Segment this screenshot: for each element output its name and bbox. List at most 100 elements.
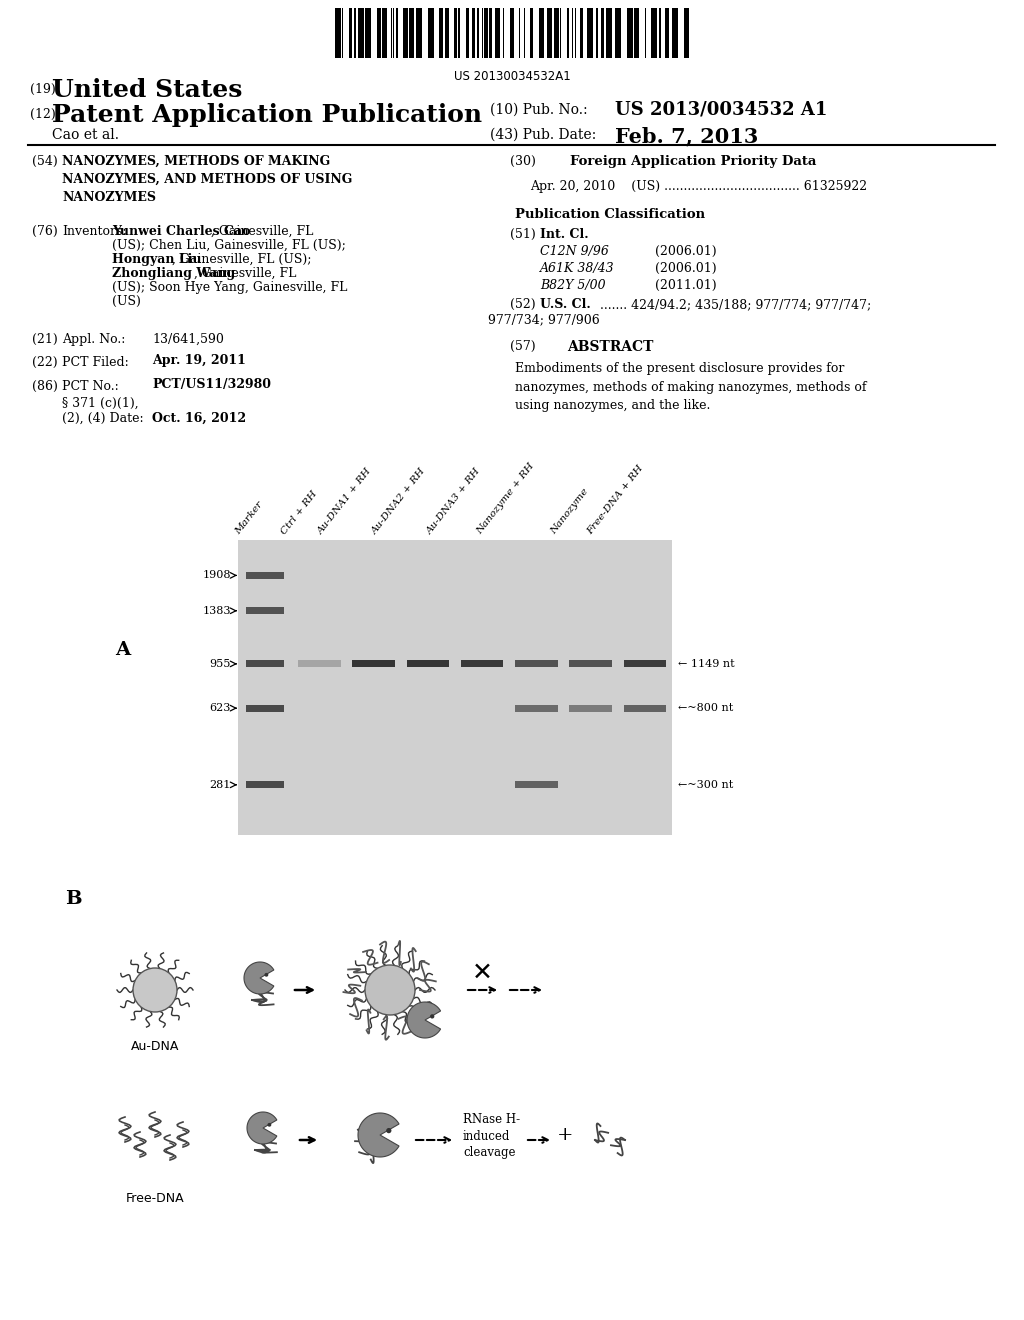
Bar: [439, 8, 442, 58]
Text: Au-DNA1 + RH: Au-DNA1 + RH: [316, 466, 374, 536]
Bar: [466, 8, 469, 58]
Bar: [634, 8, 639, 58]
Text: (22): (22): [32, 356, 57, 370]
Bar: [569, 660, 611, 668]
Text: 623: 623: [210, 704, 231, 713]
Bar: [428, 8, 434, 58]
Circle shape: [267, 1123, 271, 1127]
Polygon shape: [244, 962, 273, 994]
Circle shape: [365, 965, 415, 1015]
Bar: [581, 8, 584, 58]
Text: 281: 281: [210, 780, 231, 789]
Text: (US); Chen Liu, Gainesville, FL (US);: (US); Chen Liu, Gainesville, FL (US);: [112, 239, 346, 252]
Text: Patent Application Publication: Patent Application Publication: [52, 103, 482, 127]
Text: Au-DNA2 + RH: Au-DNA2 + RH: [371, 466, 428, 536]
Bar: [407, 660, 450, 668]
Bar: [298, 660, 341, 668]
Text: Au-DNA: Au-DNA: [131, 1040, 179, 1053]
Text: (2006.01): (2006.01): [655, 261, 717, 275]
Bar: [587, 8, 593, 58]
Bar: [410, 8, 414, 58]
Text: Apr. 20, 2010    (US) ................................... 61325922: Apr. 20, 2010 (US) .....................…: [530, 180, 867, 193]
Text: 13/641,590: 13/641,590: [152, 333, 224, 346]
Bar: [238, 540, 672, 836]
Text: B82Y 5/00: B82Y 5/00: [540, 279, 605, 292]
Bar: [246, 705, 285, 711]
Circle shape: [133, 968, 177, 1012]
Text: Marker: Marker: [233, 500, 265, 536]
Text: Oct. 16, 2012: Oct. 16, 2012: [152, 412, 246, 425]
Text: (51): (51): [510, 228, 536, 242]
Text: Yunwei Charles Cao: Yunwei Charles Cao: [112, 224, 251, 238]
Text: (43) Pub. Date:: (43) Pub. Date:: [490, 128, 596, 143]
Text: (2), (4) Date:: (2), (4) Date:: [62, 412, 143, 425]
Bar: [515, 660, 557, 668]
Text: Embodiments of the present disclosure provides for
nanozymes, methods of making : Embodiments of the present disclosure pr…: [515, 362, 866, 412]
Text: , Gainesville, FL: , Gainesville, FL: [195, 267, 297, 280]
Text: (57): (57): [510, 341, 536, 352]
Text: (12): (12): [30, 108, 55, 121]
Bar: [624, 705, 666, 711]
Text: PCT Filed:: PCT Filed:: [62, 356, 129, 370]
Bar: [684, 8, 689, 58]
Bar: [444, 8, 449, 58]
Bar: [484, 8, 488, 58]
Bar: [352, 660, 395, 668]
Text: (86): (86): [32, 380, 58, 393]
Bar: [246, 572, 285, 579]
Text: Appl. No.:: Appl. No.:: [62, 333, 125, 346]
Text: (21): (21): [32, 333, 57, 346]
Text: Foreign Application Priority Data: Foreign Application Priority Data: [570, 154, 816, 168]
Text: Nanozyme: Nanozyme: [549, 487, 591, 536]
Text: ← 1149 nt: ← 1149 nt: [678, 659, 734, 669]
Circle shape: [386, 1129, 391, 1134]
Bar: [496, 8, 500, 58]
Text: ABSTRACT: ABSTRACT: [567, 341, 653, 354]
Text: 977/734; 977/906: 977/734; 977/906: [488, 313, 600, 326]
Text: Free-DNA + RH: Free-DNA + RH: [586, 463, 645, 536]
Text: Feb. 7, 2013: Feb. 7, 2013: [615, 125, 759, 147]
Bar: [567, 8, 569, 58]
Text: Au-DNA3 + RH: Au-DNA3 + RH: [425, 466, 482, 536]
Bar: [666, 8, 670, 58]
Bar: [644, 8, 646, 58]
Bar: [554, 8, 559, 58]
Text: Hongyan Liu: Hongyan Liu: [112, 253, 202, 267]
Text: Zhongliang Wang: Zhongliang Wang: [112, 267, 236, 280]
Bar: [335, 8, 341, 58]
Bar: [627, 8, 633, 58]
Circle shape: [430, 1014, 434, 1019]
Text: +: +: [557, 1126, 573, 1144]
Text: (US); Soon Hye Yang, Gainesville, FL: (US); Soon Hye Yang, Gainesville, FL: [112, 281, 347, 294]
Text: ✕: ✕: [471, 961, 493, 985]
Text: (2006.01): (2006.01): [655, 246, 717, 257]
Text: B: B: [65, 890, 82, 908]
Text: Publication Classification: Publication Classification: [515, 209, 706, 220]
Bar: [382, 8, 387, 58]
Text: A: A: [115, 642, 130, 659]
Text: Nanozyme + RH: Nanozyme + RH: [475, 462, 537, 536]
Bar: [510, 8, 514, 58]
Bar: [246, 607, 285, 614]
Circle shape: [264, 973, 268, 977]
Bar: [596, 8, 598, 58]
Text: United States: United States: [52, 78, 243, 102]
Bar: [601, 8, 604, 58]
Text: 1383: 1383: [203, 606, 231, 616]
Bar: [377, 8, 382, 58]
Text: (2011.01): (2011.01): [655, 279, 717, 292]
Text: (76): (76): [32, 224, 57, 238]
Bar: [569, 705, 611, 711]
Text: (19): (19): [30, 83, 55, 96]
Bar: [515, 781, 557, 788]
Bar: [416, 8, 422, 58]
Text: US 2013/0034532 A1: US 2013/0034532 A1: [615, 102, 827, 119]
Bar: [461, 660, 503, 668]
Text: (30): (30): [510, 154, 536, 168]
Text: ←~800 nt: ←~800 nt: [678, 704, 733, 713]
Polygon shape: [358, 1113, 399, 1158]
Text: 955: 955: [210, 659, 231, 669]
Text: (US): (US): [112, 294, 141, 308]
Bar: [659, 8, 662, 58]
Text: 1908: 1908: [203, 570, 231, 581]
